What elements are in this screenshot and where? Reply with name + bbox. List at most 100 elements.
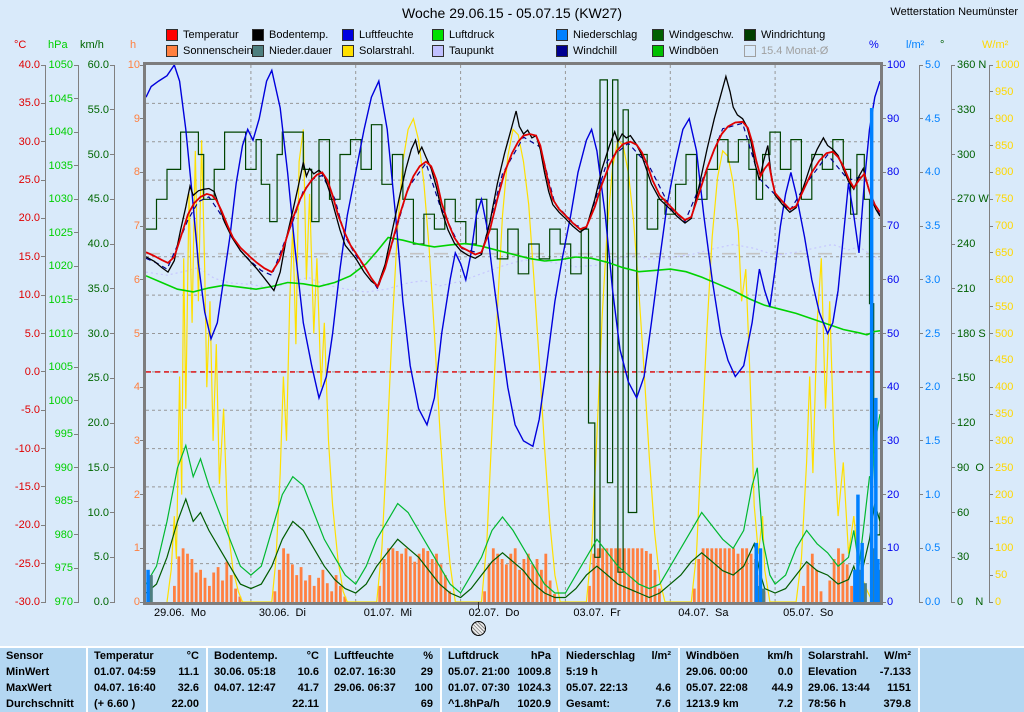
axis-tickmark	[951, 512, 955, 513]
table-data-row: 22.11	[208, 696, 326, 712]
axis-tickmark	[110, 154, 114, 155]
axis-tick-label: 4	[133, 381, 140, 394]
axis-tickmark	[140, 171, 144, 173]
axis-tick-label: 900	[995, 112, 1014, 125]
axis-tick-label: 60	[957, 506, 970, 519]
axis-tickmark	[74, 131, 78, 133]
sensor-summary-table: Sensor MinWert MaxWert Durchschnitt Temperat…	[0, 646, 1024, 712]
axis-tick-label: 7	[133, 220, 140, 233]
table-column-luftdruck: Luftdruck hPa 05.07. 21:00 1009.8 01.07. 07:…	[442, 648, 558, 712]
axis-rule	[114, 65, 115, 603]
table-column-temperatur: Temperatur °C 01.07. 04:59 11.1 04.07. 16:40…	[88, 648, 206, 712]
axis-tick-label: 50	[887, 327, 900, 340]
axis-tickmark	[951, 154, 955, 155]
table-data-row: 04.07. 12:47 41.7	[208, 680, 326, 696]
axis-tickmark	[74, 500, 78, 502]
midweek-tick	[478, 602, 479, 609]
axis-tickmark	[989, 467, 993, 469]
legend-swatch-icon	[432, 45, 444, 57]
axis-tickmark	[951, 333, 955, 334]
axis-tick-label: 1040	[48, 126, 73, 139]
legend-label: 15.4 Monat-Ø	[761, 45, 829, 57]
axis-tickmark	[140, 118, 144, 120]
monat-checkbox-icon[interactable]	[744, 45, 756, 57]
axis-tick-label: 100	[995, 542, 1014, 555]
axis-tickmark	[989, 547, 993, 549]
axis-tickmark	[919, 118, 923, 120]
axis-tick-label: 40.0	[87, 238, 109, 250]
axis-tickmark	[110, 198, 114, 200]
axis-tick-label: 270 W	[957, 193, 989, 206]
cell-time: 29.06. 13:44	[808, 682, 870, 694]
axis-tickmark	[140, 64, 144, 66]
axis-tick-label: 4.0	[925, 166, 941, 179]
axis-tickmark	[951, 377, 955, 379]
axis-tick-label: 300	[957, 148, 976, 161]
cell-value: 29	[420, 666, 433, 678]
legend-item-15-4-monat-[interactable]: 15.4 Monat-Ø	[744, 43, 874, 59]
cell-value: 69	[420, 698, 433, 710]
axis-tickmark	[951, 243, 955, 245]
cell-time: 01.07. 04:59	[94, 666, 156, 678]
series-windchill	[146, 122, 880, 291]
axis-tick-label: -25.0	[14, 557, 40, 570]
legend-swatch-icon	[342, 45, 354, 57]
cell-value: 379.8	[883, 698, 911, 710]
axis-tickmark	[882, 279, 886, 281]
legend-row: Sonnenschein Nieder.dauer Solarstrahl. Taup…	[166, 43, 874, 59]
axis-tickmark	[110, 288, 114, 290]
cell-value: 1020.9	[517, 698, 551, 710]
series-windb-en	[146, 200, 880, 594]
axis-tickmark	[989, 494, 993, 496]
series-bodentemp-	[146, 74, 880, 292]
table-column-bodentemp: Bodentemp. °C 30.06. 05:18 10.6 04.07. 12:47…	[208, 648, 326, 712]
sensor-name: Solarstrahl.	[808, 650, 869, 662]
axis-tickmark	[110, 243, 114, 245]
table-row-label: Sensor	[0, 648, 86, 664]
axis-tick-label: 15.0	[87, 461, 109, 474]
station-name: Wetterstation Neumünster	[890, 6, 1018, 18]
axis-tickmark	[882, 494, 886, 496]
axis-tickmark	[41, 256, 45, 258]
legend-item-bodentemp-: Bodentemp.	[252, 27, 342, 43]
legend-item-windgeschw-: Windgeschw.	[652, 27, 744, 43]
cell-value: 1151	[887, 682, 911, 694]
axis-rule	[951, 65, 952, 603]
axis-tickmark	[989, 574, 993, 576]
axis-tickmark	[989, 601, 993, 603]
axis-tick-label: 20.0	[87, 417, 109, 429]
cell-time: Gesamt:	[566, 698, 611, 710]
table-column-solarstrahl: Solarstrahl. W/m² Elevation -7.133 29.06. 13…	[802, 648, 918, 712]
axis-tick-label: 1	[133, 542, 140, 555]
axis-tick-label: 400	[995, 381, 1014, 394]
axis-tick-label: 0.0	[925, 596, 941, 608]
x-axis-day-label: 05.07. So	[783, 607, 834, 619]
axis-tick-label: 980	[54, 528, 73, 541]
table-data-row: 04.07. 16:40 32.6	[88, 680, 206, 696]
axis-tickmark	[41, 294, 45, 296]
axis-tick-label: 200	[995, 488, 1014, 501]
table-row-label: MaxWert	[0, 680, 86, 696]
axis-tick-label: 10	[127, 59, 140, 71]
axis-tick-label: 50	[995, 569, 1008, 582]
axis-tickmark	[882, 225, 886, 227]
legend-swatch-icon	[652, 45, 664, 57]
x-axis-labels: 29.06. Mo 30.06. Di 01.07. Mi 02.07. Do 03.0…	[0, 607, 1024, 621]
x-axis-day-label: 02.07. Do	[468, 607, 520, 619]
axis-tick-label: 5.0	[24, 327, 40, 340]
axis-tickmark	[140, 547, 144, 549]
axis-tickmark	[140, 279, 144, 281]
cell-time: 01.07. 07:30	[448, 682, 510, 694]
sensor-unit: hPa	[530, 650, 551, 662]
axis-tick-label: 950	[995, 85, 1014, 98]
axis-tickmark	[41, 333, 45, 334]
axis-tickmark	[989, 118, 993, 120]
series-solarstrahl-	[166, 116, 874, 602]
legend-label: Taupunkt	[449, 45, 494, 57]
axis-tickmark	[41, 524, 45, 526]
axis-tickmark	[919, 440, 923, 442]
axis-tick-label: 1025	[48, 226, 73, 239]
axis-tick-label: 2.5	[925, 327, 941, 340]
axis-tickmark	[919, 171, 923, 173]
axis-tickmark	[74, 98, 78, 100]
